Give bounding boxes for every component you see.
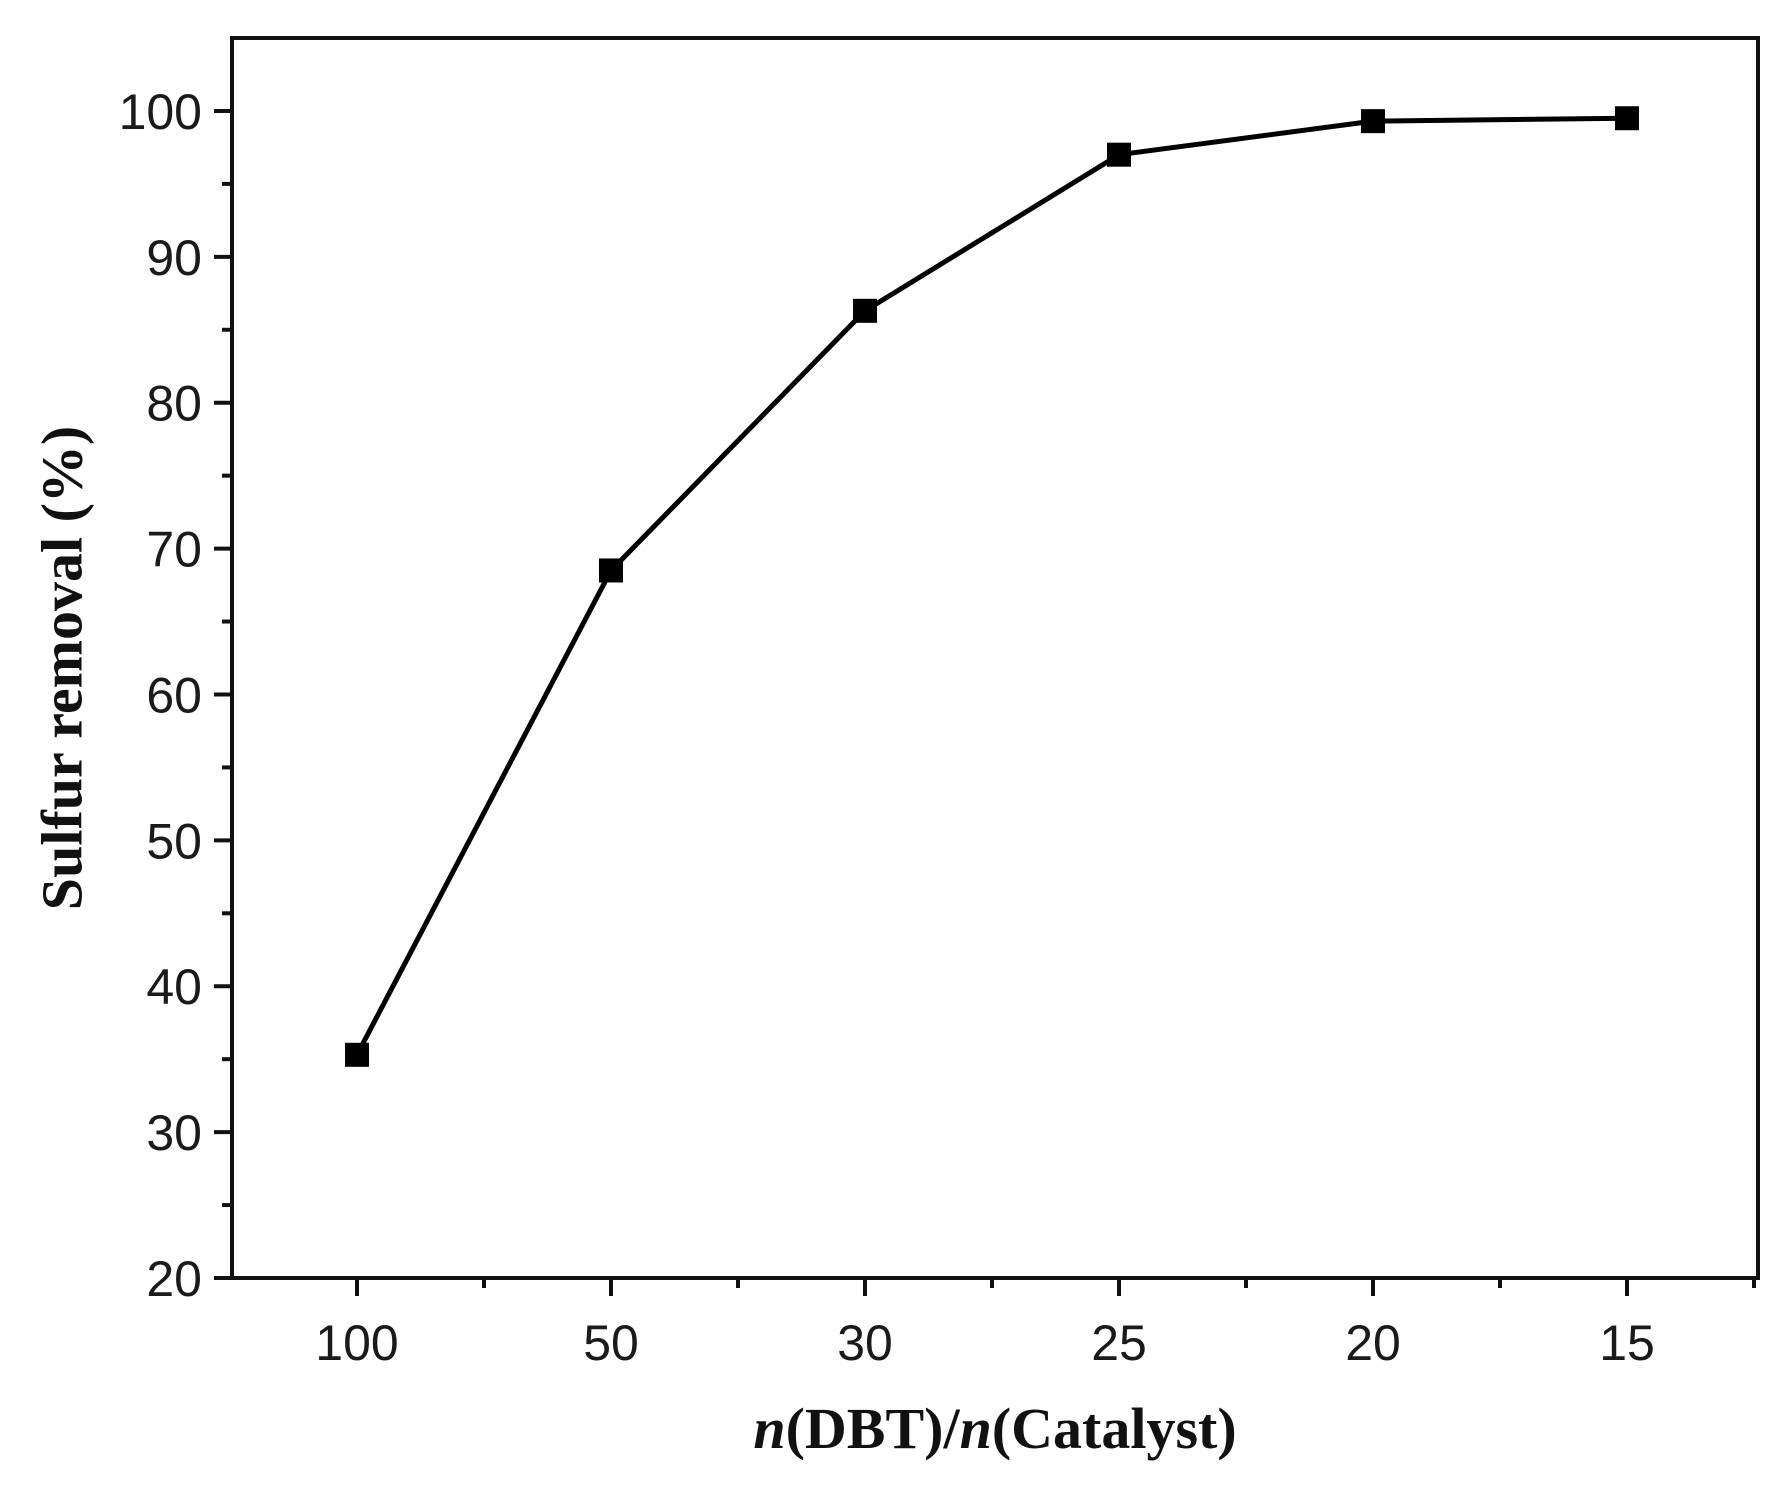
data-point-marker (1107, 142, 1131, 167)
plot-area (230, 36, 1760, 1280)
y-axis-title: Sulfur removal (%) (29, 426, 94, 910)
y-tick-label: 40 (146, 959, 202, 1015)
y-tick-label: 80 (146, 376, 202, 432)
x-tick-label: 25 (1091, 1315, 1147, 1371)
y-tick-label: 50 (146, 813, 202, 869)
data-point-marker (345, 1042, 369, 1067)
y-tick-label: 90 (146, 230, 202, 286)
x-tick-label: 100 (315, 1315, 398, 1371)
y-tick-label: 20 (146, 1251, 202, 1307)
x-axis-title-part: n (753, 1396, 785, 1461)
y-tick-label: 60 (146, 667, 202, 723)
y-tick-label: 70 (146, 522, 202, 578)
data-point-marker (1361, 109, 1385, 134)
y-axis-ticks: 20 30 40 50 60 70 80 90 100 (119, 84, 232, 1307)
x-axis-title-part: (DBT)/ (786, 1396, 961, 1461)
x-axis-title: n(DBT)/n(Catalyst) (753, 1396, 1236, 1461)
series-group (345, 106, 1639, 1067)
data-point-marker (599, 558, 623, 583)
x-tick-label: 20 (1345, 1315, 1401, 1371)
series-line (354, 115, 1628, 1056)
x-tick-label: 15 (1599, 1315, 1655, 1371)
x-axis-ticks: 100 50 30 25 20 15 (315, 1278, 1756, 1371)
x-tick-label: 30 (837, 1315, 893, 1371)
x-tick-label: 50 (583, 1315, 639, 1371)
plot-frame (230, 36, 1760, 1280)
data-point-marker (1615, 106, 1639, 131)
y-tick-label: 30 (146, 1105, 202, 1161)
y-tick-label: 100 (119, 84, 202, 140)
x-axis-title-part: (Catalyst) (992, 1396, 1237, 1461)
x-axis-title-part: n (960, 1396, 992, 1461)
data-point-marker (853, 298, 877, 323)
